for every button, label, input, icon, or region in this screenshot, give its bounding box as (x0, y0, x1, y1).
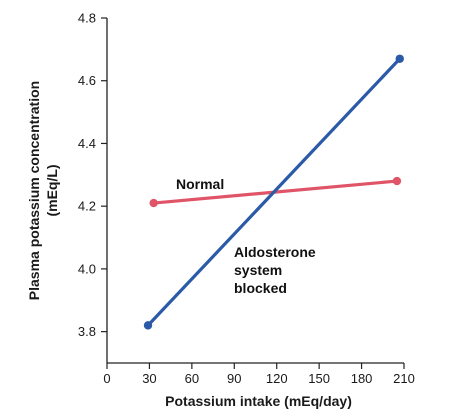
y-tick-label: 4.6 (78, 73, 96, 88)
x-tick-label: 30 (142, 371, 156, 386)
x-tick-label: 150 (308, 371, 330, 386)
labels-layer: Normal Aldosterone system blocked (176, 176, 316, 296)
y-tick-label: 4.4 (78, 136, 96, 151)
x-tick-label: 210 (393, 371, 415, 386)
x-tick-label: 90 (227, 371, 241, 386)
series-label-aldosterone: Aldosterone (234, 244, 316, 260)
data-point-aldosterone-blocked (395, 54, 404, 63)
x-tick-label: 0 (103, 371, 110, 386)
series-label-aldosterone: blocked (234, 280, 287, 296)
data-point-normal (149, 198, 158, 208)
y-axis-title: Plasma potassium concentration (26, 81, 42, 300)
y-axis-unit: (mEq/L) (44, 164, 60, 216)
series-label-normal: Normal (176, 176, 224, 192)
y-tick-label: 4.0 (78, 261, 96, 276)
y-tick-label: 4.2 (78, 199, 96, 214)
y-tick-label: 3.8 (78, 324, 96, 339)
series-line-aldosterone-blocked (146, 57, 402, 327)
data-point-normal (392, 176, 402, 186)
series-layer (143, 54, 404, 330)
series-label-aldosterone: system (234, 262, 282, 278)
x-tick-label: 180 (351, 371, 373, 386)
x-axis-title: Potassium intake (mEq/day) (165, 393, 352, 409)
x-tick-label: 120 (266, 371, 288, 386)
axes: 0 30 60 90 120 150 180 210 3.8 4.0 4.2 4.4 4.6 4.8 Pot… (26, 11, 415, 410)
data-point-aldosterone-blocked (143, 321, 153, 330)
x-tick-label: 60 (185, 371, 199, 386)
y-tick-label: 4.8 (78, 11, 96, 26)
